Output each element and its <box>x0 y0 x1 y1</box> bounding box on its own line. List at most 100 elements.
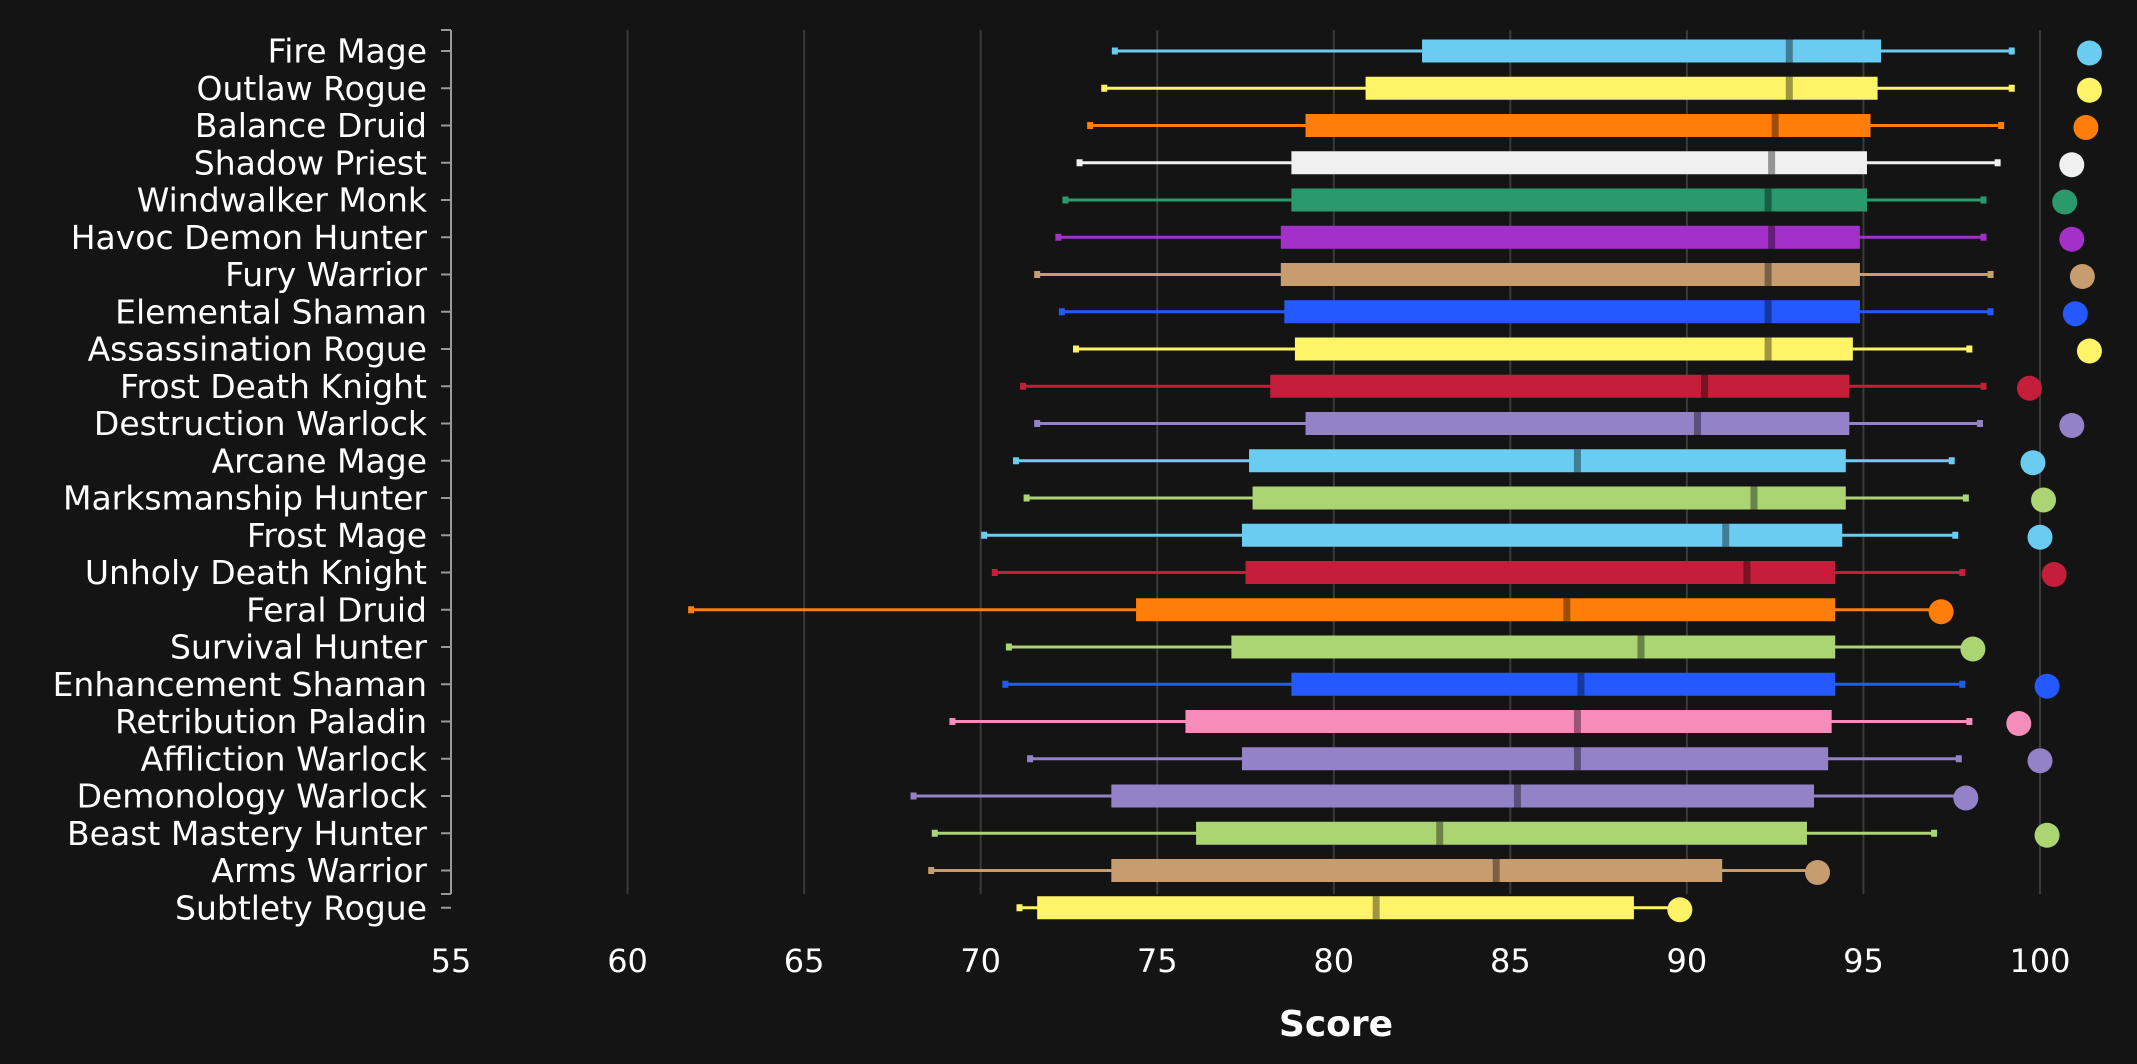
box-series <box>949 710 2032 736</box>
median-marker <box>1701 374 1709 398</box>
box-series <box>1016 896 1693 923</box>
iqr-box <box>1422 39 1882 63</box>
median-marker <box>1577 672 1585 696</box>
top-score-dot <box>2069 264 2095 289</box>
x-tick-label: 55 <box>431 942 472 980</box>
whisker-cap-max <box>1976 420 1983 427</box>
category-label: Affliction Warlock <box>141 739 428 778</box>
iqr-box <box>1280 225 1860 249</box>
iqr-box <box>1280 263 1860 286</box>
whisker-cap-max <box>1966 718 1973 725</box>
top-score-dot <box>2041 562 2067 587</box>
category-label: Frost Mage <box>247 516 427 555</box>
whisker-cap-min <box>1034 420 1041 427</box>
whisker-cap-min <box>1012 457 1019 465</box>
top-score-dot <box>2076 338 2102 364</box>
category-label: Frost Death Knight <box>120 367 427 406</box>
box-series <box>1087 114 2099 140</box>
whisker-cap-min <box>1055 233 1062 241</box>
box-series <box>688 598 1954 625</box>
whisker-cap-min <box>1062 196 1069 204</box>
iqr-box <box>1196 821 1807 845</box>
whisker-cap-min <box>688 606 695 614</box>
median-marker <box>1764 300 1772 324</box>
category-label: Balance Druid <box>195 106 427 145</box>
iqr-box <box>1241 523 1843 547</box>
box-series <box>1058 300 2088 327</box>
median-marker <box>1771 114 1779 137</box>
x-tick-label: 90 <box>1667 942 1708 980</box>
category-label: Beast Mastery Hunter <box>67 814 427 853</box>
whisker-cap-min <box>931 829 938 837</box>
iqr-box <box>1252 486 1846 510</box>
box-series <box>1101 76 2102 103</box>
iqr-box <box>1231 635 1836 659</box>
iqr-box <box>1305 412 1850 435</box>
whisker-cap-max <box>1948 457 1955 465</box>
whisker-cap-max <box>1987 308 1994 316</box>
box-series <box>1020 374 2042 401</box>
top-score-dot <box>2052 189 2078 215</box>
median-marker <box>1764 188 1772 212</box>
whisker-cap-min <box>1073 345 1080 353</box>
x-tick-label: 65 <box>784 942 825 980</box>
box-series <box>981 523 2053 550</box>
iqr-box <box>1037 896 1634 920</box>
whisker-cap-max <box>1966 345 1973 353</box>
top-score-dot <box>2059 226 2085 252</box>
whisker-cap-min <box>949 718 956 725</box>
category-label: Destruction Warlock <box>94 404 428 443</box>
x-tick-label: 80 <box>1313 942 1354 980</box>
category-label: Retribution Paladin <box>115 702 427 741</box>
top-score-dot <box>1667 897 1693 923</box>
whisker-cap-max <box>1959 680 1966 688</box>
median-marker <box>1372 896 1380 920</box>
category-label: Shadow Priest <box>194 143 427 182</box>
category-label: Elemental Shaman <box>115 292 427 331</box>
median-marker <box>1785 76 1793 100</box>
whisker-cap-max <box>1987 271 1994 278</box>
whisker-cap-max <box>1955 755 1962 763</box>
x-tick-label: 60 <box>607 942 648 980</box>
whisker-cap-max <box>2008 84 2015 92</box>
top-score-dot <box>2016 375 2042 401</box>
category-label: Unholy Death Knight <box>85 553 427 592</box>
whisker-cap-max <box>1980 233 1987 241</box>
box-series <box>1062 188 2078 215</box>
whisker-cap-min <box>928 867 935 874</box>
iqr-box <box>1111 859 1723 882</box>
median-marker <box>1743 561 1751 584</box>
x-tick-label: 75 <box>1137 942 1178 980</box>
median-marker <box>1750 486 1758 510</box>
median-marker <box>1722 523 1730 547</box>
box-series <box>1076 151 2085 178</box>
median-marker <box>1573 449 1581 473</box>
box-series <box>1027 747 2053 774</box>
box-series <box>1034 412 2085 438</box>
category-label: Outlaw Rogue <box>196 69 427 108</box>
category-label: Survival Hunter <box>170 628 427 667</box>
iqr-box <box>1291 151 1867 175</box>
top-score-dot <box>2076 40 2102 66</box>
top-score-dot <box>2073 115 2099 140</box>
median-marker <box>1768 225 1776 249</box>
top-score-dot <box>2059 413 2085 438</box>
box-series <box>1012 449 2046 476</box>
box-series <box>1002 672 2060 699</box>
category-label: Fire Mage <box>268 32 427 71</box>
top-score-dot <box>2076 77 2102 103</box>
top-score-dot <box>1953 785 1979 811</box>
median-marker <box>1492 859 1500 882</box>
x-tick-label: 100 <box>2009 942 2070 980</box>
whisker-cap-min <box>1020 382 1027 390</box>
top-score-dot <box>2059 152 2085 178</box>
top-score-dot <box>2062 301 2088 327</box>
median-marker <box>1764 337 1772 361</box>
iqr-box <box>1365 76 1878 100</box>
whisker-cap-min <box>991 569 998 576</box>
whisker-cap-min <box>1023 494 1030 502</box>
iqr-box <box>1284 300 1860 324</box>
